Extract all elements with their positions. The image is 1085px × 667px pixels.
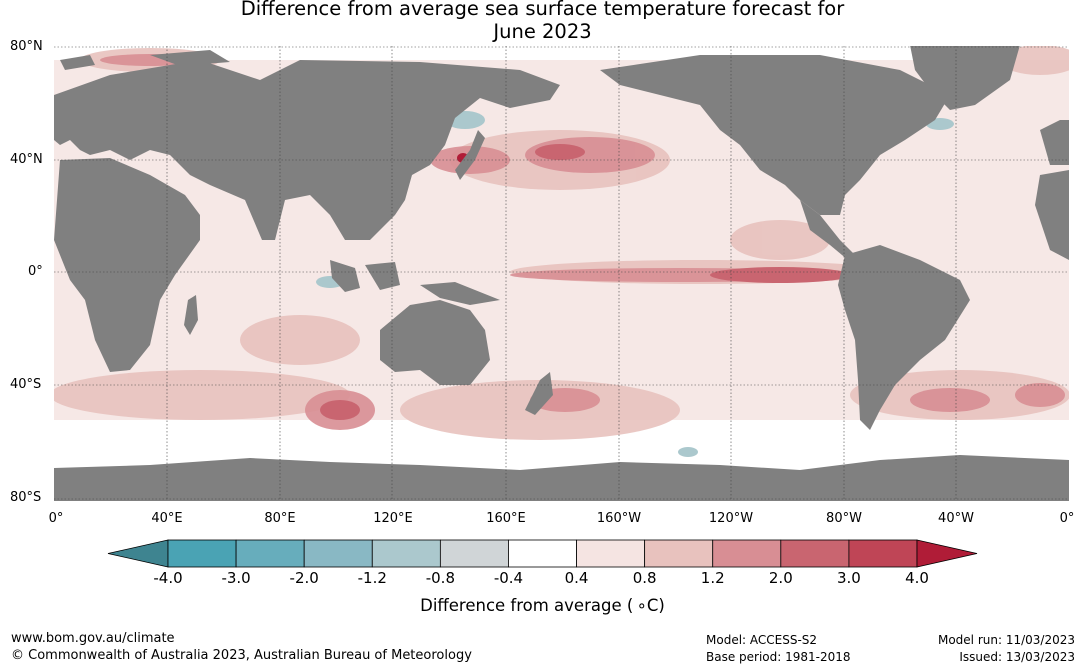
colorbar-extend-min [107,539,169,568]
lon-label-160w: 160°W [596,511,642,526]
footer-base-period: Base period: 1981-2018 [706,650,851,664]
footer-copyright: © Commonwealth of Australia 2023, Austra… [11,648,472,663]
lat-label-80n: 80°N [10,39,43,54]
land-masses [54,46,1069,501]
colorbar-tick-label: -0.8 [425,569,455,587]
footer-model: Model: ACCESS-S2 [706,633,818,647]
colorbar-swatch [576,539,646,568]
lat-label-0: 0° [28,264,43,279]
colorbar-swatch [780,539,850,568]
colorbar-tick-label: -2.0 [289,569,319,587]
colorbar-swatch [644,539,714,568]
colorbar-swatch [303,539,373,568]
colorbar-tick-label: 0.4 [564,569,589,587]
lon-label-120e: 120°E [373,511,413,526]
colorbar-extend-max [916,539,978,568]
colorbar [107,539,978,568]
lat-label-80s: 80°S [10,490,42,505]
lat-label-40s: 40°S [10,377,42,392]
lon-label-0-right: 0° [1059,511,1075,526]
colorbar-tick-label: -1.2 [357,569,387,587]
colorbar-tick-label: -4.0 [153,569,183,587]
footer-url[interactable]: www.bom.gov.au/climate [11,631,175,646]
lon-label-40w: 40°W [938,511,974,526]
lon-label-120w: 120°W [708,511,754,526]
colorbar-swatch [712,539,782,568]
chart-title: Difference from average sea surface temp… [0,0,1085,43]
colorbar-tick-label: 2.0 [768,569,793,587]
colorbar-swatch [848,539,918,568]
colorbar-swatch [167,539,237,568]
footer-issued: Issued: 13/03/2023 [959,650,1075,664]
colorbar-tick-label: 4.0 [905,569,929,587]
lon-label-0-left: 0° [48,511,64,526]
anomaly-strong [320,144,850,420]
title-line-1: Difference from average sea surface temp… [240,0,845,20]
colorbar-swatch [371,539,441,568]
colorbar-tick-label: 3.0 [836,569,861,587]
colorbar-tick-label: -0.4 [493,569,524,587]
title-line-2: June 2023 [493,20,592,43]
lat-label-40n: 40°N [10,152,43,167]
sst-anomaly-map [54,46,1069,501]
colorbar-tick-label: 1.2 [700,569,725,587]
graticule [54,46,1069,501]
lon-label-40e: 40°E [151,511,183,526]
colorbar-swatch [235,539,305,568]
lon-label-160e: 160°E [486,511,526,526]
footer-model-run: Model run: 11/03/2023 [937,633,1075,647]
colorbar-tick-label: -3.0 [221,569,251,587]
lon-label-80w: 80°W [826,511,862,526]
colorbar-tick-label: 0.8 [632,569,657,587]
colorbar-title: Difference from average ( ∘C) [420,596,665,615]
colorbar-swatch [439,539,509,568]
colorbar-swatch [508,539,577,568]
lon-label-80e: 80°E [264,511,296,526]
